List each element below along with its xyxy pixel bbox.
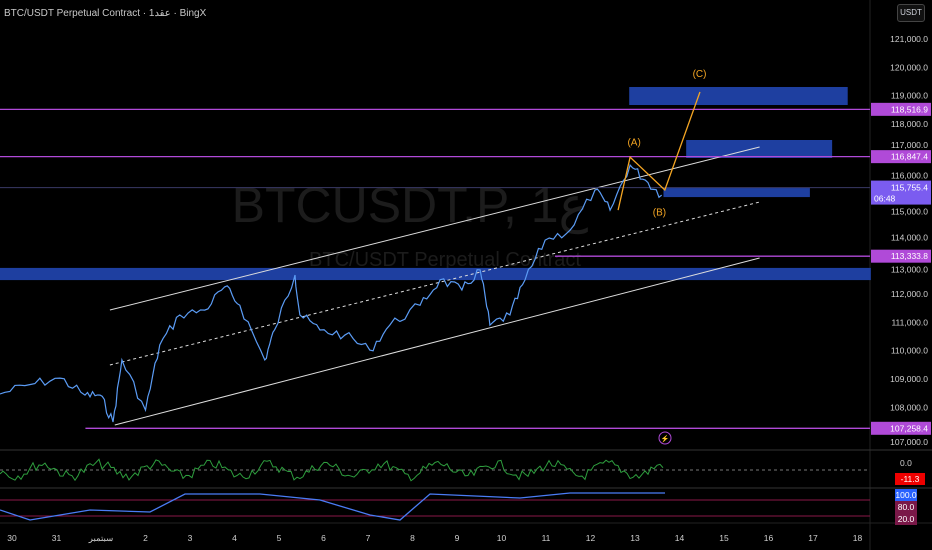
currency-button[interactable]: USDT (897, 4, 925, 22)
x-tick-label: 30 (7, 533, 17, 543)
stoch-line (0, 492, 665, 521)
y-tick-label: 117,000.0 (891, 140, 928, 150)
x-tick-label: 16 (764, 533, 774, 543)
x-tick-label: 2 (143, 533, 148, 543)
y-tick-label: 110,000.0 (891, 346, 928, 356)
level-price-label: 113,333.8 (891, 251, 928, 261)
stoch-label: 80.0 (898, 502, 915, 512)
target-zone (629, 86, 848, 106)
x-tick-label: سبتمبر (88, 533, 113, 544)
lightning-icon (658, 431, 672, 445)
target-zone (663, 188, 810, 198)
channel-line-middle (109, 201, 760, 366)
x-tick-label: 18 (853, 533, 863, 543)
target-zone (686, 139, 833, 158)
x-tick-label: 10 (497, 533, 507, 543)
x-tick-label: 5 (277, 533, 282, 543)
x-tick-label: 17 (808, 533, 818, 543)
y-tick-label: 121,000.0 (890, 34, 928, 44)
y-tick-label: 111,000.0 (891, 317, 928, 327)
level-price-tag (871, 150, 931, 164)
level-price-label: 116,847.4 (891, 152, 928, 162)
oscillator-value-label: -11.3 (901, 474, 920, 484)
x-tick-label: 6 (321, 533, 326, 543)
elliott-wave-path (617, 91, 701, 211)
y-tick-label: 118,000.0 (891, 119, 928, 129)
stoch-tag (895, 489, 917, 501)
stoch-label: 100.0 (895, 490, 917, 500)
channel-line-lower (114, 257, 760, 426)
x-tick-label: 12 (586, 533, 596, 543)
level-price-tag (871, 102, 931, 116)
current-price-tag (871, 180, 931, 205)
wave-label: (A) (627, 138, 640, 149)
y-tick-label: 109,000.0 (890, 374, 928, 384)
y-tick-label: 116,000.0 (891, 171, 928, 181)
wave-label: (C) (693, 69, 707, 80)
y-tick-label: 107,000.0 (890, 437, 928, 447)
stoch-label: 20.0 (898, 514, 915, 524)
stoch-tag (895, 513, 917, 525)
current-price-label: 115,755.4 (891, 183, 928, 193)
x-tick-label: 4 (232, 533, 237, 543)
target-zone (0, 267, 871, 281)
y-tick-label: 120,000.0 (890, 62, 928, 72)
chart-title: BTC/USDT Perpetual Contract · 1عقد · Bin… (4, 8, 207, 19)
x-tick-label: 14 (675, 533, 685, 543)
watermark-symbol: BTCUSDT.P, 1ع (232, 177, 589, 235)
y-tick-label: 113,000.0 (891, 265, 928, 275)
wave-label: (B) (653, 207, 666, 218)
x-tick-label: 8 (410, 533, 415, 543)
watermark-name: BTC/USDT Perpetual Contract (309, 249, 581, 271)
candle-countdown: 06:48 (874, 194, 896, 204)
lightning-glyph: ⚡ (661, 434, 670, 443)
y-tick-label: 119,000.0 (891, 91, 928, 101)
price-line (0, 163, 663, 423)
x-tick-label: 31 (52, 533, 62, 543)
oscillator-line (0, 458, 664, 482)
x-tick-label: 15 (719, 533, 729, 543)
x-tick-label: 13 (630, 533, 640, 543)
x-tick-label: 9 (455, 533, 460, 543)
y-tick-label: 108,000.0 (890, 402, 928, 412)
oscillator-zero-label: 0.0 (900, 458, 912, 468)
level-price-tag (871, 421, 931, 435)
x-tick-label: 7 (366, 533, 371, 543)
y-tick-label: 114,000.0 (891, 232, 928, 242)
level-price-label: 118,516.9 (891, 104, 928, 114)
x-tick-label: 3 (188, 533, 193, 543)
level-price-tag (871, 249, 931, 263)
channel-line-upper (109, 146, 760, 311)
y-tick-label: 115,000.0 (891, 207, 928, 217)
level-price-label: 107,258.4 (890, 423, 928, 433)
oscillator-value-tag (895, 473, 925, 485)
x-tick-label: 11 (542, 533, 551, 543)
y-tick-label: 112,000.0 (891, 289, 928, 299)
stoch-tag (895, 501, 917, 513)
